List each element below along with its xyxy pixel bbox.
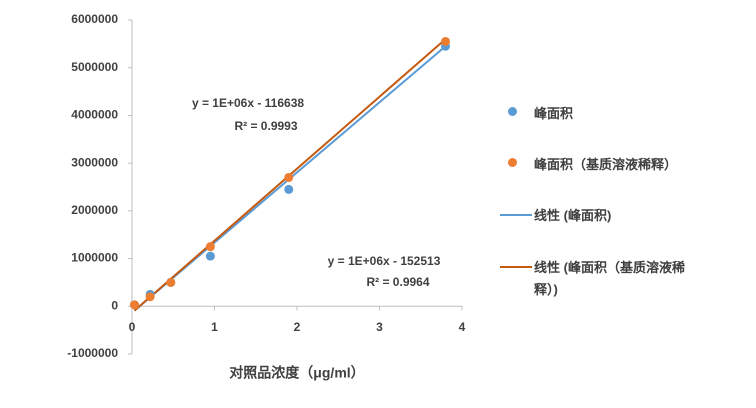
legend-symbol: [500, 106, 534, 122]
x-tick-label: 4: [459, 320, 466, 334]
point: [205, 242, 215, 252]
y-tick-label: 0: [111, 298, 118, 312]
legend-symbol: [500, 208, 534, 224]
legend-label: 线性 (峰面积（基质溶液稀释）): [534, 260, 685, 297]
legend-label: 线性 (峰面积): [534, 208, 612, 223]
point: [166, 277, 176, 287]
x-tick-label: 2: [294, 320, 301, 334]
point: [129, 300, 139, 310]
legend-symbol: [500, 157, 534, 173]
x-tick-label: 3: [376, 320, 383, 334]
x-axis-label: 对照品浓度（μg/ml）: [229, 365, 364, 381]
y-tick-label: 6000000: [71, 12, 118, 26]
annotation: y = 1E+06x - 116638: [192, 96, 304, 110]
legend-symbol: [500, 260, 534, 276]
point: [441, 36, 450, 46]
legend-entry: 线性 (峰面积): [500, 205, 690, 227]
point: [284, 184, 294, 194]
annotation: R² = 0.9964: [366, 275, 429, 289]
legend-entry: 线性 (峰面积（基质溶液稀释）): [500, 257, 690, 301]
annotation: y = 1E+06x - 152513: [328, 254, 441, 268]
x-tick-label: 1: [211, 320, 218, 334]
point: [145, 292, 155, 302]
y-tick-label: 2000000: [71, 203, 118, 217]
legend-entry: 峰面积（基质溶液稀释）: [500, 154, 690, 176]
y-tick-label: 1000000: [71, 251, 118, 265]
y-tick-label: 5000000: [71, 60, 118, 74]
annotation: R² = 0.9993: [234, 119, 297, 133]
point: [205, 251, 215, 261]
y-tick-label: 4000000: [71, 108, 118, 122]
point: [284, 172, 294, 182]
y-tick-label: 3000000: [71, 155, 118, 169]
legend-label: 峰面积: [534, 106, 574, 121]
x-tick-label: 0: [129, 320, 136, 334]
legend-label: 峰面积（基质溶液稀释）: [534, 157, 678, 172]
y-tick-label: -1000000: [67, 346, 118, 360]
legend-entry: 峰面积: [500, 103, 690, 125]
